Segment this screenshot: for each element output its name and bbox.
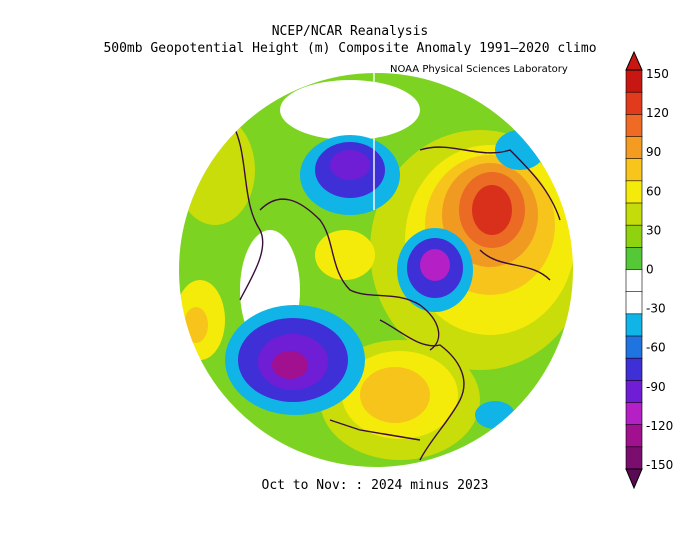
colorbar-segment: [625, 91, 643, 116]
colorbar-tick-label: 150: [646, 67, 669, 81]
colorbar-tick-label: -60: [646, 341, 666, 355]
colorbar-tick-label: -150: [646, 458, 673, 472]
colorbar-segment: [625, 424, 643, 448]
colorbar-tick-label: -30: [646, 302, 666, 316]
credit-label: NOAA Physical Sciences Laboratory: [390, 64, 568, 75]
colorbar-segment: [625, 69, 643, 93]
colorbar-max-arrow: [625, 50, 643, 71]
colorbar-segment: [625, 446, 643, 470]
colorbar-segment: [625, 357, 643, 382]
colorbar-tick-label: 120: [646, 106, 669, 120]
colorbar-segment: [625, 291, 643, 315]
period-caption: Oct to Nov: : 2024 minus 2023: [261, 478, 489, 493]
colorbar-segment: [625, 136, 643, 160]
chart-subtitle: 500mb Geopotential Height (m) Composite …: [103, 41, 597, 56]
colorbar-tick-label: 0: [646, 263, 654, 277]
colorbar-segment: [625, 269, 643, 293]
colorbar-tick-label: -120: [646, 419, 673, 433]
colorbar-segment: [625, 313, 643, 337]
colorbar-segment: [625, 380, 643, 404]
chart-title: NCEP/NCAR Reanalysis: [271, 24, 429, 39]
colorbar-segment: [625, 202, 643, 226]
colorbar-tick-label: 90: [646, 145, 661, 159]
colorbar-segment: [625, 335, 643, 359]
colorbar-segment: [625, 180, 643, 204]
colorbar-tick-label: 60: [646, 184, 661, 198]
colorbar-tick-label: -90: [646, 380, 666, 394]
colorbar-segment: [625, 247, 643, 271]
colorbar-segment: [625, 158, 643, 182]
colorbar-segment: [625, 402, 643, 426]
colorbar-min-arrow: [625, 468, 643, 490]
colorbar-tick-label: 30: [646, 223, 661, 237]
colorbar-segment: [625, 114, 643, 138]
colorbar-segment: [625, 224, 643, 249]
